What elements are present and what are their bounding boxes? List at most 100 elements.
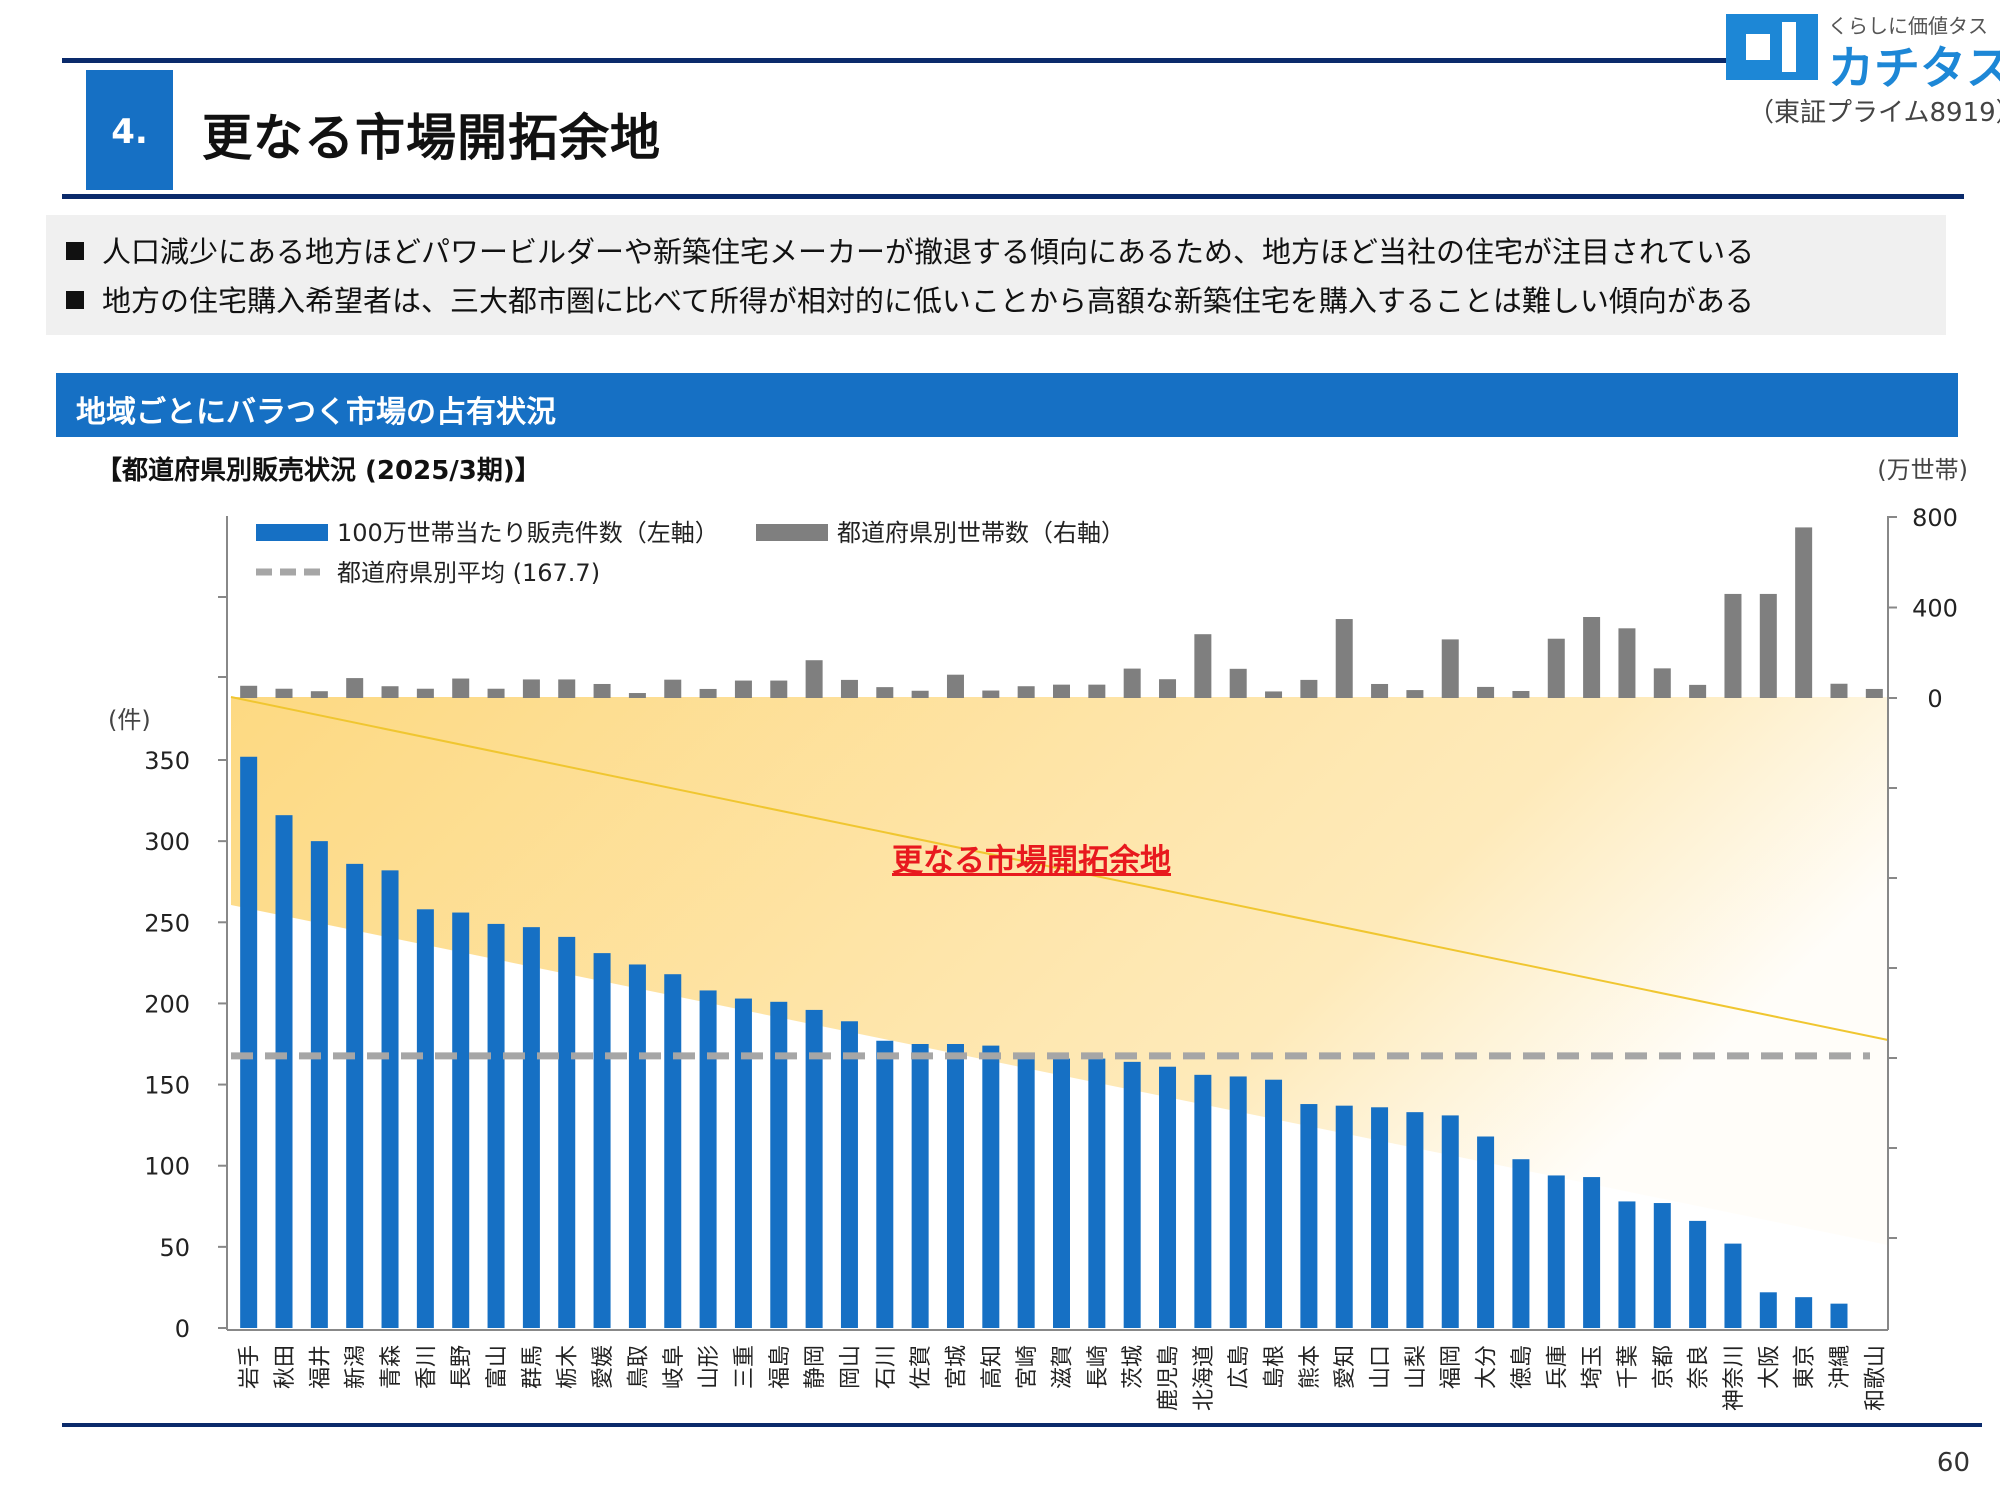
category-label: 香川 [414, 1345, 439, 1389]
section-number: 4. [111, 112, 148, 152]
households-bar [1053, 684, 1070, 698]
category-label: 滋賀 [1051, 1345, 1076, 1389]
category-label: 長野 [450, 1345, 475, 1389]
chart-subtitle: 【都道府県別販売状況 (2025/3期)】 [96, 456, 541, 486]
sales-bar [1795, 1297, 1813, 1328]
households-bar [1759, 593, 1777, 698]
category-label: 島根 [1263, 1345, 1288, 1389]
category-label: 高知 [980, 1345, 1005, 1389]
households-bar [1618, 628, 1636, 698]
category-label: 鳥取 [626, 1345, 651, 1389]
category-label: 静岡 [803, 1345, 828, 1389]
right-tick-label: 800 [1912, 504, 1958, 532]
category-label: 岡山 [838, 1345, 863, 1389]
sales-bar [1265, 1079, 1283, 1328]
category-label: 福井 [308, 1345, 333, 1389]
category-label: 富山 [485, 1345, 510, 1389]
category-label: 東京 [1793, 1345, 1818, 1389]
households-bar [1547, 638, 1565, 698]
households-bar [876, 687, 894, 698]
category-label: 青森 [379, 1345, 404, 1389]
sales-bar [1512, 1159, 1530, 1328]
sales-bar [1618, 1201, 1636, 1328]
logo-tagline: くらしに価値タス [1828, 14, 1988, 38]
households-bar [1795, 527, 1813, 698]
legend-label-sales: 100万世帯当たり販売件数（左軸） [337, 519, 719, 547]
sales-bar [1759, 1292, 1777, 1328]
left-axis-unit: (件) [108, 706, 151, 734]
category-label: 広島 [1227, 1345, 1252, 1389]
households-bar [1689, 684, 1707, 698]
households-bar [1830, 683, 1848, 698]
sales-bar [1689, 1220, 1707, 1328]
bullet-square-icon [66, 291, 84, 309]
sales-bar [1300, 1104, 1318, 1328]
sales-bar [240, 756, 258, 1328]
legend-label-households: 都道府県別世帯数（右軸） [837, 519, 1125, 547]
category-label: 徳島 [1510, 1345, 1535, 1389]
category-label: 山梨 [1404, 1345, 1429, 1389]
households-bar [1017, 686, 1035, 698]
sales-bar [1830, 1303, 1848, 1328]
opportunity-trend-line [230, 696, 1889, 1041]
sales-bar [1088, 1058, 1106, 1328]
households-bar [346, 678, 364, 698]
households-bar [1159, 679, 1177, 698]
households-bar [1194, 634, 1212, 698]
households-bar [240, 685, 258, 698]
left-tick-label: 100 [144, 1153, 190, 1181]
households-bar [805, 660, 823, 698]
left-tick-label: 250 [144, 909, 190, 937]
sales-bar [628, 964, 646, 1328]
households-bar [593, 683, 611, 698]
category-label: 佐賀 [909, 1345, 934, 1389]
sales-bar [805, 1009, 823, 1328]
sales-bar [452, 912, 470, 1328]
households-bar [522, 679, 540, 698]
households-bar [1088, 684, 1106, 698]
logo-mark-icon [1726, 14, 1818, 80]
chart-banner-title: 地域ごとにバラつく市場の占有状況 [76, 395, 556, 430]
households-bar [1300, 679, 1318, 698]
title-rule [62, 194, 1964, 199]
category-label: 北海道 [1192, 1345, 1217, 1411]
chart-annotation: 更なる市場開拓余地 [892, 843, 1171, 879]
category-label: 秋田 [273, 1345, 298, 1389]
right-tick-label: 0 [1927, 685, 1942, 713]
sales-bar [1477, 1136, 1495, 1328]
category-label: 愛媛 [591, 1345, 616, 1389]
category-label: 京都 [1651, 1345, 1676, 1389]
households-bar [911, 690, 929, 698]
chart-banner: 地域ごとにバラつく市場の占有状況 [56, 373, 1958, 437]
category-label: 栃木 [556, 1345, 581, 1389]
category-label: 埼玉 [1581, 1345, 1606, 1389]
category-label: 和歌山 [1863, 1345, 1888, 1411]
sales-bar [1406, 1112, 1424, 1328]
category-label: 熊本 [1298, 1345, 1323, 1389]
households-bar [1123, 668, 1141, 698]
sales-bar [416, 909, 434, 1328]
category-label: 宮崎 [1015, 1345, 1040, 1389]
bullet-square-icon [66, 242, 84, 260]
company-logo: くらしに価値タス カチタス （東証プライム8919） [1720, 10, 2000, 128]
left-tick-label: 350 [144, 747, 190, 775]
left-tick-label: 0 [175, 1315, 190, 1343]
left-tick-label: 200 [144, 990, 190, 1018]
sales-bar [310, 841, 328, 1328]
sales-bar [982, 1045, 1000, 1328]
logo-name: カチタス [1828, 41, 2000, 95]
sales-bar [911, 1044, 929, 1328]
households-bar [381, 686, 399, 698]
sales-bar [1053, 1058, 1070, 1328]
households-bar [628, 693, 646, 698]
sales-bar [522, 927, 540, 1328]
households-bar [770, 680, 788, 698]
bullet-box: 人口減少にある地方ほどパワービルダーや新築住宅メーカーが撤退する傾向にあるため、… [46, 215, 1946, 335]
sales-bar [876, 1040, 894, 1328]
households-bar [982, 690, 1000, 698]
sales-bar [840, 1021, 858, 1328]
households-bar [452, 678, 470, 698]
bullet-text: 地方の住宅購入希望者は、三大都市圏に比べて所得が相対的に低いことから高額な新築住… [102, 284, 1754, 318]
sales-bar [1724, 1243, 1742, 1328]
